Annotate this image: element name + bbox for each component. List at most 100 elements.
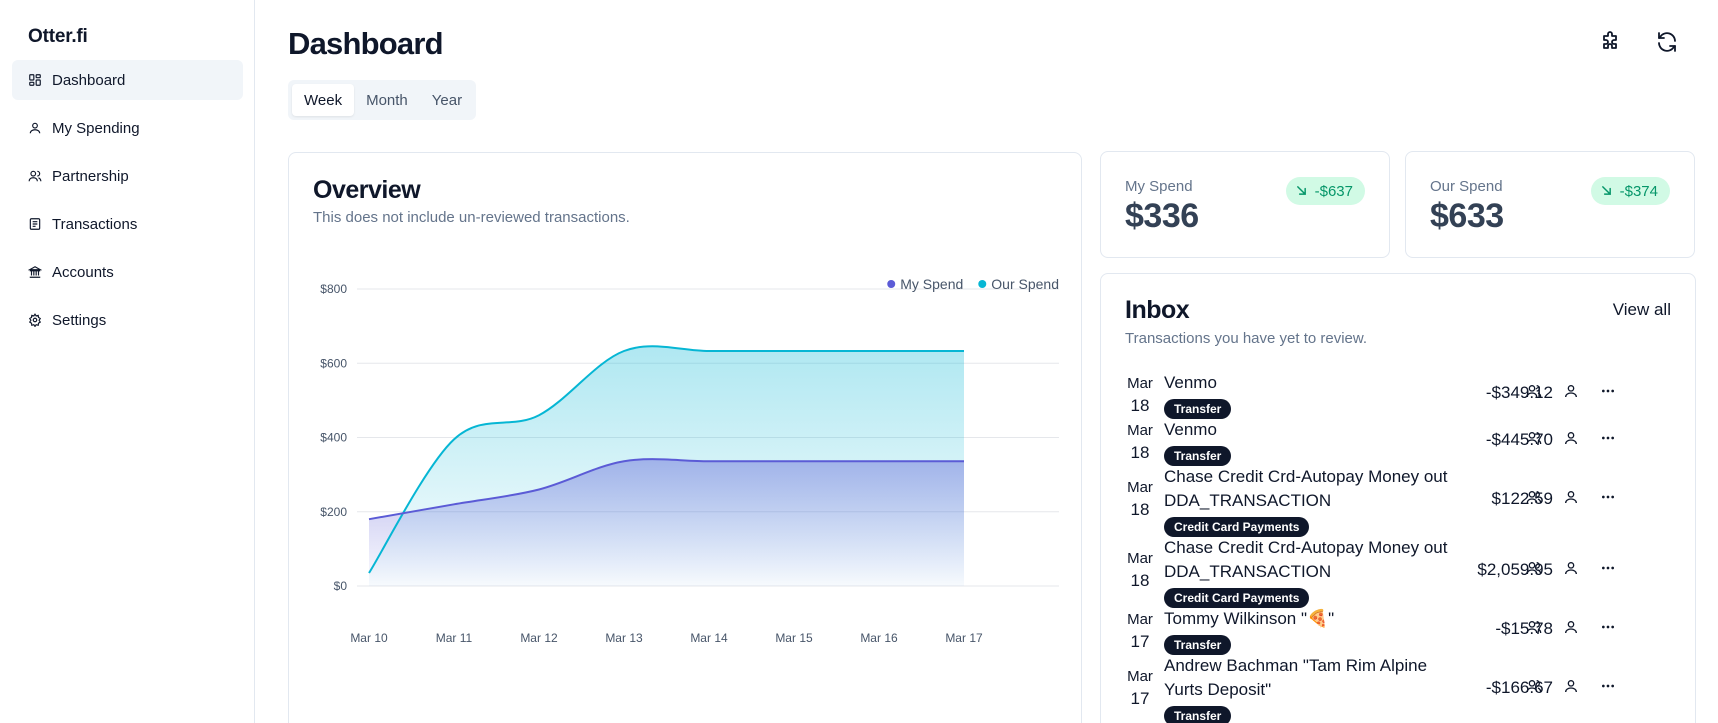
transaction-amount: -$166.67 xyxy=(1485,678,1553,697)
category-badge[interactable]: Transfer xyxy=(1164,706,1232,723)
refresh-button[interactable] xyxy=(1651,28,1683,60)
assign-mine-button[interactable] xyxy=(1558,427,1584,453)
users-icon xyxy=(28,169,42,183)
users-icon xyxy=(1526,383,1542,404)
transaction-row[interactable]: Mar 17 Tommy Wilkinson "🍕" Transfer -$15… xyxy=(1101,609,1697,655)
user-icon xyxy=(1563,489,1579,510)
transaction-date: Mar 17 xyxy=(1127,609,1153,653)
users-icon xyxy=(1526,560,1542,581)
transaction-amount: -$15.78 xyxy=(1495,619,1553,638)
category-badge[interactable]: Transfer xyxy=(1164,446,1232,466)
sidebar-item-dashboard[interactable]: Dashboard xyxy=(12,60,243,100)
more-options-button[interactable] xyxy=(1595,486,1621,512)
my-spend-area xyxy=(369,459,964,586)
overview-title: Overview xyxy=(313,176,421,204)
transaction-month: Mar xyxy=(1127,550,1153,567)
transaction-name: Chase Credit Crd-Autopay Money out DDA_T… xyxy=(1164,467,1448,510)
more-options-button[interactable] xyxy=(1595,427,1621,453)
user-icon xyxy=(1563,430,1579,451)
puzzle-icon xyxy=(1598,30,1622,59)
inbox-subtitle: Transactions you have yet to review. xyxy=(1125,330,1368,347)
assign-mine-button[interactable] xyxy=(1558,675,1584,701)
x-tick-label: Mar 12 xyxy=(520,631,558,645)
assign-shared-button[interactable] xyxy=(1521,427,1547,453)
transaction-row[interactable]: Mar 17 Andrew Bachman "Tam Rim Alpine Yu… xyxy=(1101,656,1697,723)
sidebar-item-label: Transactions xyxy=(52,215,138,233)
category-badge[interactable]: Credit Card Payments xyxy=(1164,517,1310,537)
y-tick-label: $0 xyxy=(334,579,348,593)
my-spend-line xyxy=(368,458,964,521)
transaction-row[interactable]: Mar 18 Chase Credit Crd-Autopay Money ou… xyxy=(1101,538,1697,608)
brand-logo[interactable]: Otter.fi xyxy=(28,26,88,47)
assign-mine-button[interactable] xyxy=(1558,557,1584,583)
tab-week[interactable]: Week xyxy=(292,84,355,116)
sidebar-item-settings[interactable]: Settings xyxy=(12,300,243,340)
legend-my-spend-swatch xyxy=(887,280,896,288)
transaction-date: Mar 18 xyxy=(1127,477,1153,521)
more-horizontal-icon xyxy=(1600,430,1616,451)
transaction-day: 17 xyxy=(1130,689,1150,708)
sidebar-item-label: Dashboard xyxy=(52,71,126,89)
more-options-button[interactable] xyxy=(1595,616,1621,642)
assign-mine-button[interactable] xyxy=(1558,616,1584,642)
transaction-date: Mar 18 xyxy=(1127,420,1153,464)
assign-mine-button[interactable] xyxy=(1558,380,1584,406)
view-all-link[interactable]: View all xyxy=(1612,300,1671,319)
y-tick-label: $200 xyxy=(320,505,347,519)
change-value: -$637 xyxy=(1314,182,1353,200)
transaction-name: Tommy Wilkinson "🍕" xyxy=(1164,609,1335,628)
tab-month[interactable]: Month xyxy=(366,91,408,109)
sidebar-item-label: My Spending xyxy=(52,119,140,137)
sidebar-item-accounts[interactable]: Accounts xyxy=(12,252,243,292)
x-tick-label: Mar 13 xyxy=(605,631,643,645)
x-tick-label: Mar 17 xyxy=(945,631,983,645)
more-horizontal-icon xyxy=(1600,383,1616,404)
tab-year[interactable]: Year xyxy=(431,91,463,109)
x-tick-label: Mar 15 xyxy=(775,631,813,645)
change-badge: -$374 xyxy=(1590,177,1670,205)
sidebar-item-transactions[interactable]: Transactions xyxy=(12,204,243,244)
more-options-button[interactable] xyxy=(1595,557,1621,583)
assign-shared-button[interactable] xyxy=(1521,486,1547,512)
dashboard-icon xyxy=(28,73,42,87)
category-badge[interactable]: Credit Card Payments xyxy=(1164,588,1310,608)
sidebar-item-partnership[interactable]: Partnership xyxy=(12,156,243,196)
category-badge[interactable]: Transfer xyxy=(1164,399,1232,419)
transaction-name: Venmo xyxy=(1164,420,1217,439)
transaction-row[interactable]: Mar 18 Venmo Transfer -$349.12 xyxy=(1101,373,1697,419)
user-icon xyxy=(28,121,42,135)
assign-shared-button[interactable] xyxy=(1521,675,1547,701)
our-spend-line xyxy=(368,345,964,574)
more-options-button[interactable] xyxy=(1595,675,1621,701)
transaction-month: Mar xyxy=(1127,611,1153,628)
y-tick-label: $800 xyxy=(320,282,347,296)
users-icon xyxy=(1526,489,1542,510)
integrations-button[interactable] xyxy=(1594,28,1626,60)
transaction-month: Mar xyxy=(1127,375,1153,392)
sidebar-item-my-spending[interactable]: My Spending xyxy=(12,108,243,148)
transaction-month: Mar xyxy=(1127,668,1153,685)
assign-mine-button[interactable] xyxy=(1558,486,1584,512)
x-tick-label: Mar 11 xyxy=(436,631,473,645)
refresh-icon xyxy=(1655,30,1679,59)
x-tick-label: Mar 14 xyxy=(690,631,728,645)
bank-icon xyxy=(28,265,42,279)
overview-subtitle: This does not include un-reviewed transa… xyxy=(313,209,630,226)
assign-shared-button[interactable] xyxy=(1521,616,1547,642)
inbox-card: Inbox Transactions you have yet to revie… xyxy=(1100,273,1696,723)
transaction-row[interactable]: Mar 18 Venmo Transfer -$445.70 xyxy=(1101,420,1697,466)
change-value: -$374 xyxy=(1619,182,1658,200)
category-badge[interactable]: Transfer xyxy=(1164,635,1232,655)
more-options-button[interactable] xyxy=(1595,380,1621,406)
range-tabs: Week Month Year xyxy=(288,80,476,120)
transaction-day: 18 xyxy=(1130,571,1150,590)
user-icon xyxy=(1563,619,1579,640)
stat-label: My Spend xyxy=(1125,178,1193,195)
assign-shared-button[interactable] xyxy=(1521,380,1547,406)
transaction-row[interactable]: Mar 18 Chase Credit Crd-Autopay Money ou… xyxy=(1101,467,1697,537)
sidebar-nav: Dashboard My Spending Partnership Transa… xyxy=(12,60,243,348)
user-icon xyxy=(1563,383,1579,404)
assign-shared-button[interactable] xyxy=(1521,557,1547,583)
users-icon xyxy=(1526,619,1542,640)
spend-chart: Mar 10 Mar 11 Mar 12 Mar 13 Mar 14 Mar 15 Mar … xyxy=(320,276,1059,645)
